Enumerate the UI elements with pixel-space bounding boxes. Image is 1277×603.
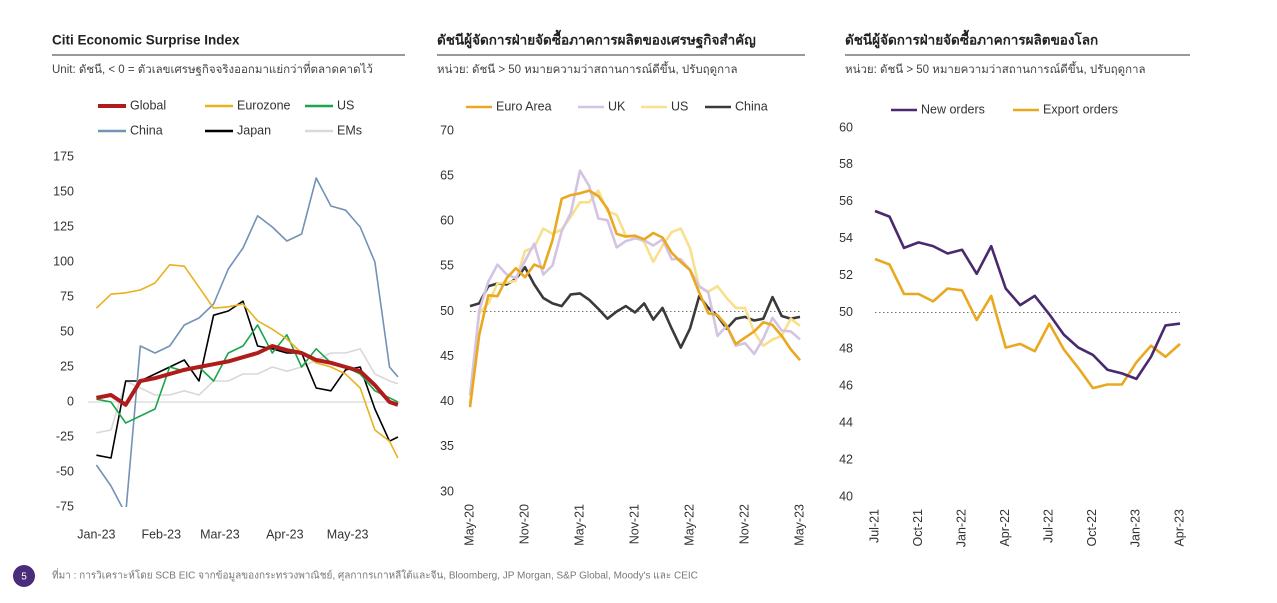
page-badge	[13, 565, 35, 587]
y-tick-label: 48	[839, 342, 853, 356]
series-line	[95, 177, 399, 507]
legend-label: China	[130, 123, 163, 137]
y-tick-label: 0	[67, 394, 74, 408]
x-tick-label: May-22	[682, 504, 696, 546]
y-tick-label: 50	[839, 305, 853, 319]
y-tick-label: 52	[839, 268, 853, 282]
y-tick-label: 75	[60, 289, 74, 303]
legend-label: New orders	[921, 102, 985, 116]
x-tick-label: Nov-20	[517, 504, 531, 544]
x-tick-label: Jan-22	[954, 509, 968, 547]
legend-label: Export orders	[1043, 102, 1118, 116]
y-tick-label: -75	[56, 499, 74, 513]
y-tick-label: -25	[56, 429, 74, 443]
legend-label: Japan	[237, 123, 271, 137]
x-tick-label: Jul-22	[1042, 509, 1056, 543]
series-line	[96, 348, 399, 434]
series-line	[469, 266, 801, 349]
x-tick-label: Feb-23	[141, 527, 181, 541]
legend-label: UK	[608, 99, 626, 113]
chart-subtitle: Unit: ดัชนี, < 0 = ตัวเลขเศรษฐกิจจริงออก…	[52, 61, 373, 76]
x-tick-label: Jan-23	[1129, 509, 1143, 547]
y-tick-label: 54	[839, 231, 853, 245]
y-tick-label: 56	[839, 194, 853, 208]
y-tick-label: 25	[60, 359, 74, 373]
y-tick-label: 50	[440, 304, 454, 318]
series-line	[468, 189, 801, 408]
y-tick-label: 58	[839, 157, 853, 171]
x-tick-label: Oct-22	[1085, 509, 1099, 547]
chart-subtitle: หน่วย: ดัชนี > 50 หมายความว่าสถานการณ์ดี…	[845, 61, 1146, 76]
x-tick-label: Apr-23	[266, 527, 304, 541]
y-tick-label: 55	[440, 259, 454, 273]
x-tick-label: Apr-22	[998, 509, 1012, 547]
y-tick-label: 46	[839, 379, 853, 393]
y-tick-label: 65	[440, 168, 454, 182]
x-tick-label: Jan-23	[77, 527, 115, 541]
x-tick-label: Nov-21	[627, 504, 641, 544]
y-tick-label: 42	[839, 452, 853, 466]
legend-label: EMs	[337, 123, 362, 137]
y-tick-label: 50	[60, 324, 74, 338]
page-number: 5	[21, 572, 27, 583]
y-tick-label: 44	[839, 415, 853, 429]
series-line	[95, 264, 399, 459]
x-tick-label: May-20	[462, 504, 476, 546]
y-tick-label: 60	[839, 120, 853, 134]
chart-title: ดัชนีผู้จัดการฝ่ายจัดซื้อภาคการผลิตของเศ…	[437, 30, 756, 50]
y-tick-label: 35	[440, 439, 454, 453]
source-note: ที่มา : การวิเคราะห์โดย SCB EIC จากข้อมู…	[52, 568, 698, 582]
y-tick-label: 125	[53, 219, 74, 233]
y-tick-label: 40	[440, 394, 454, 408]
x-tick-label: Jul-21	[867, 509, 881, 543]
series-line	[96, 344, 399, 407]
chart-title: Citi Economic Surprise Index	[52, 33, 240, 48]
series-line	[874, 257, 1181, 390]
chart-title: ดัชนีผู้จัดการฝ่ายจัดซื้อภาคการผลิตของโล…	[845, 30, 1098, 49]
y-tick-label: 70	[440, 123, 454, 137]
y-tick-label: 60	[440, 214, 454, 228]
series-line	[468, 189, 801, 404]
chart-subtitle: หน่วย: ดัชนี > 50 หมายความว่าสถานการณ์ดี…	[437, 61, 738, 76]
y-tick-label: 30	[440, 484, 454, 498]
y-tick-label: 100	[53, 254, 74, 268]
legend-label: China	[735, 99, 768, 113]
legend-label: Euro Area	[496, 99, 552, 113]
series-line	[874, 209, 1181, 381]
legend-label: US	[337, 98, 354, 112]
y-tick-label: -50	[56, 464, 74, 478]
x-tick-label: May-23	[327, 527, 369, 541]
y-tick-label: 150	[53, 184, 74, 198]
legend-label: Global	[130, 98, 166, 112]
legend-label: US	[671, 99, 688, 113]
y-tick-label: 175	[53, 149, 74, 163]
x-tick-label: Oct-21	[911, 509, 925, 547]
x-tick-label: Nov-22	[737, 504, 751, 544]
x-tick-label: May-21	[572, 504, 586, 546]
legend-label: Eurozone	[237, 98, 291, 112]
y-tick-label: 45	[440, 349, 454, 363]
x-tick-label: Mar-23	[200, 527, 240, 541]
x-tick-label: May-23	[792, 504, 806, 546]
x-tick-label: Apr-23	[1172, 509, 1186, 547]
series-line	[468, 169, 801, 396]
y-tick-label: 40	[839, 489, 853, 503]
